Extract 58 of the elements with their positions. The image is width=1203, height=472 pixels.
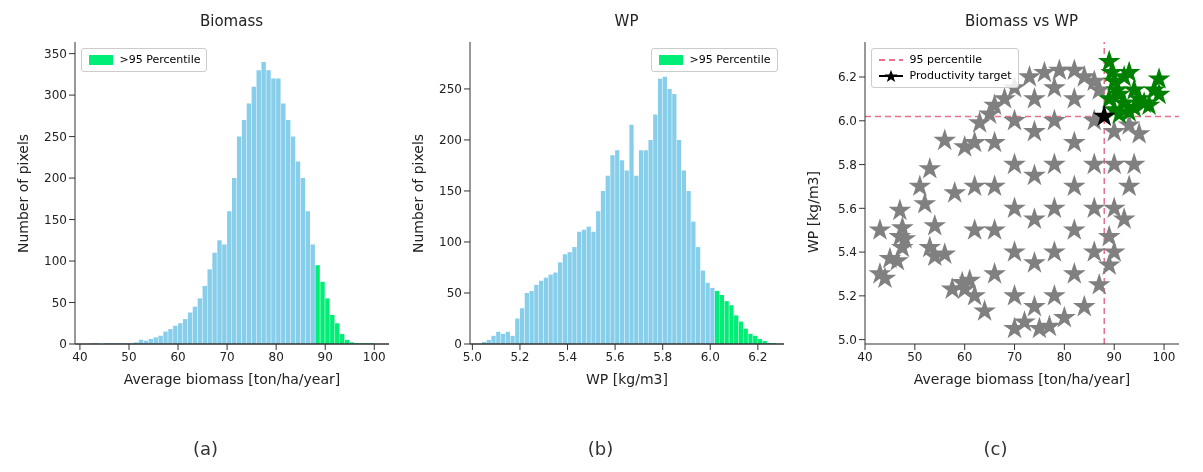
text: (a) (192, 438, 219, 459)
chart-title: WP (613, 12, 639, 32)
y-tick-label: 5.0 (837, 332, 857, 347)
x-tick-label: 5.8 (652, 349, 672, 364)
legend-label: Productivity target (909, 68, 1012, 84)
x-tick-label: 70 (1006, 349, 1022, 364)
y-axis-title: WP [kg/m3] (804, 171, 821, 253)
y-tick-label: 250 (438, 82, 462, 97)
x-tick-label: 90 (1106, 349, 1122, 364)
x-tick-label: 100 (1152, 349, 1175, 364)
y-tick-label: 5.8 (837, 157, 857, 172)
y-tick-label: 150 (43, 212, 67, 227)
text: (c) (983, 438, 1008, 459)
x-tick-label: 60 (956, 349, 972, 364)
text: (b) (587, 438, 614, 459)
x-axis-title: Average biomass [ton/ha/year] (123, 371, 340, 387)
y-tick-label: 350 (43, 46, 67, 61)
y-tick-label: 50 (446, 286, 462, 301)
y-tick-label: 0 (453, 337, 462, 352)
y-tick-label: 6.2 (837, 70, 857, 85)
x-axis-title: WP [kg/m3] (585, 371, 668, 387)
y-tick-label: 0 (58, 337, 67, 352)
y-tick-label: 5.2 (837, 289, 857, 304)
x-tick-label: 5.4 (557, 349, 577, 364)
legend-label: >95 Percentile (119, 52, 201, 68)
legend-label: >95 Percentile (689, 52, 771, 68)
y-tick-label: 200 (43, 171, 67, 186)
x-tick-label: 70 (218, 349, 235, 364)
x-tick-label: 5.2 (509, 349, 529, 364)
y-tick-label: 100 (43, 254, 67, 269)
x-tick-label: 6.0 (700, 349, 720, 364)
y-tick-label: 6.0 (837, 114, 857, 129)
y-tick-label: 250 (43, 129, 67, 144)
x-tick-label: 50 (906, 349, 922, 364)
x-tick-label: 50 (120, 349, 137, 364)
y-tick-label: 150 (438, 184, 462, 199)
y-tick-label: 100 (438, 235, 462, 250)
x-tick-label: 5.6 (605, 349, 625, 364)
x-tick-label: 100 (362, 349, 386, 364)
x-tick-label: 6.2 (747, 349, 767, 364)
x-tick-label: 80 (1056, 349, 1072, 364)
x-axis-title: Average biomass [ton/ha/year] (913, 371, 1130, 387)
y-tick-label: 200 (438, 133, 462, 148)
y-tick-label: 50 (51, 295, 67, 310)
y-axis-title: Number of pixels (14, 133, 31, 253)
chart-title: Biomass (198, 12, 264, 32)
x-tick-label: 60 (169, 349, 186, 364)
y-axis-title: Number of pixels (409, 133, 426, 253)
legend-label: 95 percentile (909, 52, 983, 68)
x-tick-label: 80 (268, 349, 284, 364)
x-tick-label: 40 (856, 349, 873, 364)
x-tick-label: 90 (317, 349, 333, 364)
chart-title: Biomass vs WP (963, 12, 1079, 32)
x-tick-label: 5.0 (462, 349, 482, 364)
x-tick-label: 40 (71, 349, 88, 364)
y-tick-label: 5.4 (837, 245, 857, 260)
y-tick-label: 5.6 (837, 201, 857, 216)
y-tick-label: 300 (43, 88, 67, 103)
